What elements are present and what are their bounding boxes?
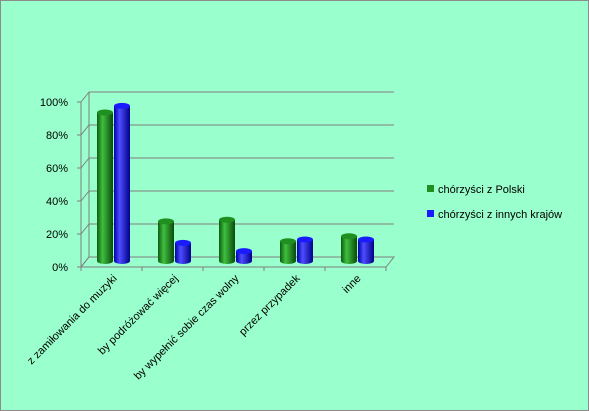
bars bbox=[97, 102, 374, 264]
legend: chórzyści z Polski chórzyści z innych kra… bbox=[427, 184, 562, 221]
bar-body bbox=[97, 112, 113, 261]
bar-base bbox=[219, 258, 235, 264]
y-tick-label: 40% bbox=[46, 196, 68, 208]
bar-top bbox=[158, 218, 174, 225]
bar-top bbox=[297, 236, 313, 243]
y-tick-label: 100% bbox=[40, 97, 68, 109]
bar-top bbox=[280, 238, 296, 245]
bar bbox=[97, 109, 113, 264]
bar-base bbox=[297, 258, 313, 264]
bar-top bbox=[175, 239, 191, 246]
gridline-side bbox=[80, 91, 90, 103]
legend-entry: chórzyści z Polski bbox=[427, 184, 525, 196]
legend-label: chórzyści z innych krajów bbox=[438, 209, 562, 221]
y-tick-label: 0% bbox=[52, 262, 68, 274]
x-tick-label: by wypełnić sobie czas wolny bbox=[132, 272, 242, 382]
bar bbox=[280, 238, 296, 264]
y-tick-label: 80% bbox=[46, 130, 68, 142]
floor bbox=[79, 256, 396, 268]
bar-top bbox=[358, 236, 374, 243]
bar bbox=[114, 102, 130, 264]
bar-body bbox=[280, 241, 296, 261]
bar-body bbox=[175, 242, 191, 261]
bar-base bbox=[175, 258, 191, 264]
bar bbox=[175, 239, 191, 264]
gridlines bbox=[80, 91, 394, 268]
legend-swatch bbox=[427, 185, 434, 192]
bar-base bbox=[97, 258, 113, 264]
x-tick-label: przez przypadek bbox=[237, 272, 303, 338]
bar-base bbox=[358, 258, 374, 264]
bar-base bbox=[236, 258, 252, 264]
bar bbox=[236, 248, 252, 264]
bar-body bbox=[341, 236, 357, 261]
bar bbox=[158, 218, 174, 264]
bar-top bbox=[236, 248, 252, 255]
bar-body bbox=[114, 105, 130, 262]
gridline-side bbox=[80, 124, 90, 136]
gridline-side bbox=[80, 190, 90, 202]
bar-top bbox=[97, 109, 113, 116]
bar-body bbox=[219, 219, 235, 261]
bar-body bbox=[236, 251, 252, 261]
bar-top bbox=[341, 233, 357, 240]
bar-top bbox=[114, 102, 130, 109]
bar-base bbox=[114, 258, 130, 264]
legend-swatch bbox=[427, 210, 434, 217]
y-tick-label: 20% bbox=[46, 229, 68, 241]
bar-body bbox=[358, 239, 374, 261]
bar bbox=[341, 233, 357, 264]
gridline-side bbox=[80, 157, 90, 169]
bar-body bbox=[297, 239, 313, 261]
legend-entry: chórzyści z innych krajów bbox=[427, 209, 562, 221]
x-tick-label: inne bbox=[340, 273, 363, 296]
bar-top bbox=[219, 216, 235, 223]
bar bbox=[297, 236, 313, 264]
legend-label: chórzyści z Polski bbox=[438, 184, 525, 196]
bar bbox=[358, 236, 374, 264]
bar-base bbox=[280, 258, 296, 264]
bar-base bbox=[158, 258, 174, 264]
bar-body bbox=[158, 221, 174, 261]
bar bbox=[219, 216, 235, 264]
y-tick-labels: 0% 20% 40% 60% 80% 100% bbox=[40, 97, 68, 274]
axes bbox=[77, 92, 396, 271]
gridline-side bbox=[80, 223, 90, 235]
bar-base bbox=[341, 258, 357, 264]
y-tick-label: 60% bbox=[46, 163, 68, 175]
